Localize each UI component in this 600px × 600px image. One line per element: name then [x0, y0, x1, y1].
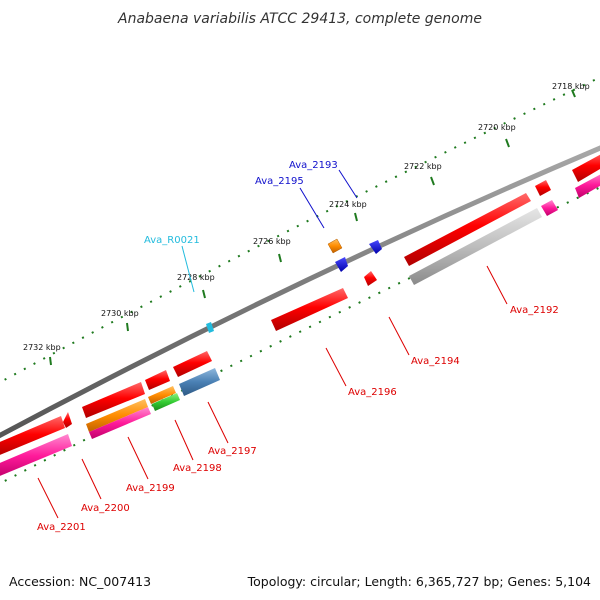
gene-labels: Ava_2193 Ava_2195 Ava_R0021 Ava_2192 Ava… [37, 160, 559, 533]
leader-ava-2200 [81, 458, 102, 500]
outer-tick-ring [0, 76, 600, 384]
label-ava-2198[interactable]: Ava_2198 [173, 463, 222, 474]
gene-ava-2198-track2[interactable] [148, 386, 176, 404]
genome-backbone [0, 145, 600, 439]
leader-ava-r0021 [181, 245, 195, 293]
forward-features [206, 238, 382, 333]
label-ava-r0021[interactable]: Ava_R0021 [144, 235, 200, 246]
gene-ava-2195-arrow[interactable] [335, 257, 348, 272]
label-ava-2194[interactable]: Ava_2194 [411, 356, 460, 367]
gene-ava-2201-track2[interactable] [0, 434, 72, 478]
gene-ava-2195-feature[interactable] [327, 238, 343, 254]
gene-far-right-feature[interactable] [535, 180, 551, 196]
leader-lines [37, 169, 508, 519]
tick-mark-2718 [571, 89, 576, 98]
gene-ava-2192-feature[interactable] [404, 193, 531, 266]
gene-edge-pink[interactable] [575, 172, 600, 198]
tick-mark-2720 [505, 138, 510, 148]
label-ava-2193[interactable]: Ava_2193 [289, 160, 338, 171]
tick-label: 2728 kbp [177, 273, 215, 282]
gene-ava-2199-track2[interactable] [86, 399, 148, 432]
tick-label: 2730 kbp [101, 309, 139, 318]
tick-mark-2722 [430, 176, 435, 186]
leader-ava-2193 [338, 169, 358, 199]
label-ava-2201[interactable]: Ava_2201 [37, 522, 86, 533]
gene-ava-2199-track3[interactable] [89, 407, 151, 439]
leader-ava-2196 [325, 347, 347, 387]
gene-far-right-pink[interactable] [541, 200, 558, 216]
leader-ava-2199 [127, 436, 149, 480]
label-ava-2195[interactable]: Ava_2195 [255, 176, 304, 187]
tick-label: 2720 kbp [478, 123, 516, 132]
gene-ava-2201-feature[interactable] [0, 416, 65, 457]
label-ava-2197[interactable]: Ava_2197 [208, 446, 257, 457]
genome-summary-text: Topology: circular; Length: 6,365,727 bp… [247, 574, 591, 589]
rna-ava-r0021-feature[interactable] [206, 322, 214, 333]
tick-label: 2724 kbp [329, 200, 367, 209]
label-ava-2196[interactable]: Ava_2196 [348, 387, 397, 398]
gene-ava-2200-feature[interactable] [63, 412, 72, 428]
tick-label: 2722 kbp [404, 162, 442, 171]
gene-ava-2197-feature[interactable] [173, 351, 212, 377]
gene-ava-2196-feature[interactable] [271, 288, 348, 331]
gene-ava-2198-track3[interactable] [152, 393, 180, 411]
label-ava-2200[interactable]: Ava_2200 [81, 503, 130, 514]
gene-ava-2199-feature[interactable] [82, 382, 145, 418]
gene-ava-2198-feature[interactable] [145, 370, 170, 390]
tick-mark-2732 [49, 356, 52, 366]
leader-ava-2194 [388, 316, 410, 356]
tick-label: 2726 kbp [253, 237, 291, 246]
gene-ava-2194-feature[interactable] [364, 271, 377, 286]
reverse-features [0, 152, 600, 478]
leader-ava-2192 [486, 265, 508, 305]
tick-mark-2724 [354, 212, 358, 222]
tick-mark-2726 [278, 253, 282, 263]
label-ava-2199[interactable]: Ava_2199 [126, 483, 175, 494]
gene-edge-red[interactable] [572, 152, 600, 182]
gene-ava-2197-track2[interactable] [179, 368, 220, 396]
label-ava-2192[interactable]: Ava_2192 [510, 305, 559, 316]
gene-ava-2192-track2[interactable] [409, 208, 542, 285]
tick-mark-2730 [126, 322, 129, 332]
leader-ava-2195 [299, 187, 325, 229]
tick-label: 2732 kbp [23, 343, 61, 352]
leader-ava-2197 [207, 401, 229, 444]
tick-labels: 2718 kbp 2720 kbp 2722 kbp 2724 kbp 2726… [23, 82, 590, 352]
accession-text: Accession: NC_007413 [9, 574, 151, 589]
leader-ava-2201 [37, 477, 59, 519]
tick-label: 2718 kbp [552, 82, 590, 91]
gene-ava-2193-feature[interactable] [369, 240, 382, 254]
leader-ava-2198 [174, 419, 194, 461]
map-title: Anabaena variabilis ATCC 29413, complete… [117, 11, 482, 27]
tick-mark-2728 [202, 289, 206, 299]
